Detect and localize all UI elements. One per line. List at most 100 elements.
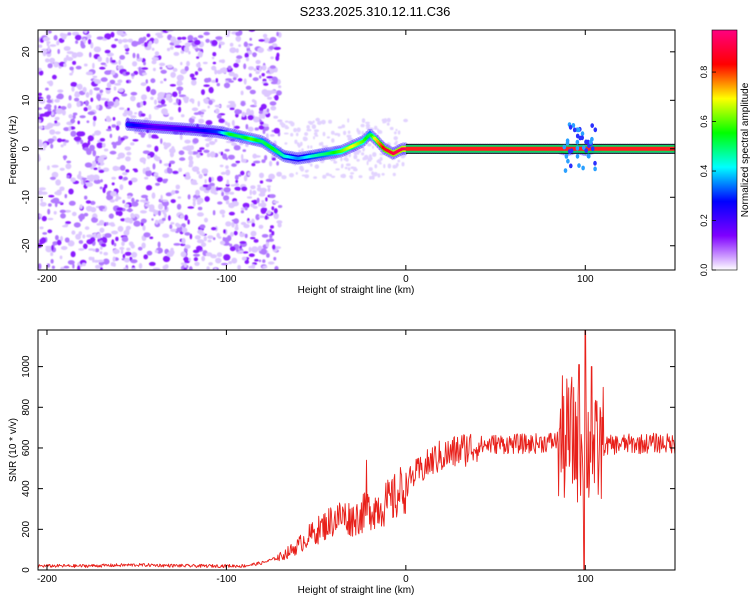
- noise-speck: [111, 176, 116, 180]
- noise-speck: [51, 265, 56, 269]
- noise-speck: [62, 33, 69, 37]
- noise-speck: [145, 170, 152, 177]
- noise-speck: [274, 266, 279, 270]
- noise-speck: [143, 232, 151, 238]
- noise-speck: [211, 65, 217, 71]
- noise-speck: [174, 190, 180, 194]
- noise-speck: [143, 117, 149, 123]
- noise-speck: [87, 135, 94, 142]
- noise-speck: [130, 259, 138, 264]
- noise-speck: [104, 100, 109, 108]
- noise-speck: [266, 76, 274, 79]
- noise-speck: [250, 185, 256, 190]
- noise-speck: [122, 199, 126, 204]
- noise-speck: [306, 169, 309, 172]
- noise-speck: [134, 169, 138, 173]
- noise-speck: [247, 114, 254, 121]
- spectrogram-x-ticks: -200 -100 0 100: [37, 30, 594, 285]
- noise-speck: [76, 51, 84, 58]
- noise-speck: [224, 121, 228, 126]
- noise-speck: [151, 218, 154, 221]
- noise-speck: [178, 88, 182, 95]
- noise-speck: [126, 151, 132, 156]
- noise-speck: [141, 194, 148, 199]
- noise-speck: [301, 174, 306, 177]
- noise-speck: [168, 163, 172, 168]
- noise-speck: [160, 99, 166, 105]
- noise-speck: [85, 71, 93, 76]
- noise-speck: [238, 30, 243, 36]
- noise-speck: [203, 235, 207, 242]
- noise-speck: [109, 222, 115, 226]
- colorbar-tick-label: 0.2: [699, 214, 709, 227]
- noise-speck: [66, 175, 70, 179]
- noise-speck: [104, 33, 112, 39]
- noise-speck: [124, 251, 132, 256]
- noise-speck: [78, 248, 85, 251]
- noise-speck: [78, 231, 83, 236]
- noise-speck: [271, 206, 275, 211]
- noise-speck: [263, 37, 270, 43]
- noise-speck: [391, 157, 395, 161]
- noise-speck: [92, 75, 98, 79]
- noise-speck: [70, 82, 78, 87]
- noise-speck: [259, 121, 264, 125]
- noise-speck: [131, 197, 135, 203]
- noise-speck: [155, 219, 159, 225]
- noise-speck: [181, 227, 188, 233]
- noise-speck: [194, 261, 200, 266]
- noise-speck: [151, 56, 159, 61]
- noise-speck: [38, 44, 43, 48]
- snr-series-layer: [38, 330, 675, 570]
- noise-speck: [38, 154, 41, 161]
- noise-speck: [176, 86, 184, 92]
- noise-speck: [192, 138, 199, 144]
- noise-speck: [212, 237, 216, 241]
- noise-speck: [55, 179, 61, 186]
- noise-speck: [238, 44, 242, 47]
- noise-speck: [141, 242, 146, 249]
- noise-speck: [269, 101, 277, 106]
- noise-speck: [162, 209, 166, 215]
- noise-speck: [99, 246, 103, 250]
- noise-speck: [268, 173, 275, 180]
- noise-speck: [110, 191, 117, 197]
- noise-speck: [243, 63, 247, 70]
- noise-speck: [280, 123, 286, 128]
- noise-speck: [395, 128, 398, 132]
- noise-speck: [191, 77, 197, 81]
- noise-speck: [172, 67, 178, 72]
- noise-speck: [267, 187, 271, 193]
- noise-speck: [47, 208, 51, 215]
- noise-speck: [358, 175, 363, 179]
- noise-speck: [78, 214, 85, 220]
- noise-speck: [68, 188, 74, 195]
- noise-speck: [54, 105, 57, 110]
- noise-speck: [199, 232, 206, 236]
- noise-speck: [258, 215, 265, 219]
- noise-speck: [100, 243, 107, 248]
- noise-speck: [78, 240, 84, 244]
- noise-speck: [231, 257, 238, 264]
- noise-speck: [119, 55, 126, 60]
- noise-speck: [127, 195, 132, 199]
- noise-speck: [246, 108, 251, 114]
- noise-speck: [306, 128, 312, 132]
- noise-speck: [393, 165, 398, 169]
- noise-speck: [220, 189, 224, 193]
- y-tick-label: -10: [21, 190, 32, 205]
- noise-speck: [343, 153, 348, 158]
- noise-speck: [130, 73, 135, 77]
- noise-speck: [162, 178, 168, 184]
- noise-speck: [112, 142, 117, 149]
- noise-speck: [57, 49, 60, 54]
- noise-speck: [74, 97, 80, 102]
- noise-speck: [206, 266, 210, 270]
- noise-speck: [194, 48, 202, 51]
- noise-speck: [99, 66, 106, 70]
- noise-speck: [100, 179, 103, 183]
- burst-speck: [582, 145, 586, 151]
- noise-speck: [43, 142, 48, 148]
- noise-speck: [145, 166, 150, 171]
- y-tick-label: 1000: [21, 355, 32, 378]
